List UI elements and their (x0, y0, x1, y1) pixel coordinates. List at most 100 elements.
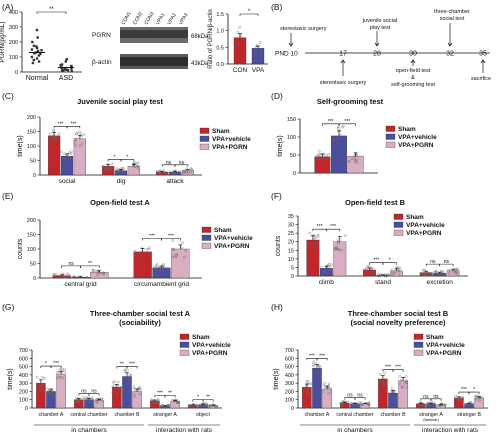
data-point (116, 171, 119, 175)
data-point (307, 392, 311, 396)
legend-swatch (393, 229, 404, 236)
legend-label: VPA+PGRN (192, 350, 228, 357)
significance-label: ns (91, 389, 97, 395)
data-point (425, 272, 429, 276)
data-point (347, 160, 350, 163)
data-point (60, 150, 64, 154)
data-point (79, 276, 82, 279)
significance-label: *** (58, 121, 64, 127)
data-point (318, 374, 321, 378)
data-point (95, 401, 99, 404)
blot-row-label-pgrn: PGRN (92, 32, 111, 39)
data-point (322, 390, 325, 393)
data-point (391, 272, 394, 276)
data-point (35, 375, 39, 379)
timeline-day: 35 (479, 51, 487, 58)
data-point (145, 251, 148, 254)
legend-swatch (179, 333, 190, 340)
data-point (439, 272, 442, 276)
data-point (133, 253, 136, 257)
legend-label: VPA+vehicle (426, 342, 465, 349)
data-point (162, 172, 166, 175)
y-axis-label: time(s) (273, 368, 280, 389)
data-point (394, 396, 398, 400)
significance-bracket (439, 263, 454, 267)
data-point (323, 269, 326, 273)
data-point (337, 125, 340, 129)
significance-bracket (164, 395, 176, 398)
significance-label: ns (430, 259, 436, 265)
data-point (466, 403, 469, 407)
data-point (258, 41, 262, 44)
data-point (75, 132, 79, 135)
significance-label: *** (330, 224, 336, 230)
data-point (70, 67, 73, 70)
data-point (353, 157, 356, 160)
data-point (123, 369, 127, 373)
legend-label: VPA+vehicle (214, 235, 253, 242)
data-point (112, 381, 115, 384)
data-point (62, 69, 65, 72)
data-point (86, 396, 90, 400)
data-point (73, 140, 77, 144)
data-point (110, 162, 114, 166)
timeline-event: open-field test (396, 68, 431, 74)
data-point (33, 52, 36, 55)
data-point (319, 266, 323, 269)
x-tick-label: central chamber (70, 412, 107, 418)
data-point (132, 385, 136, 388)
data-point (454, 268, 458, 271)
data-point (171, 170, 175, 174)
bar (122, 376, 132, 409)
data-point (254, 53, 258, 56)
y-tick-label: 5 (291, 265, 294, 271)
data-point (75, 396, 78, 400)
x-tick-label: chamber B (114, 412, 140, 418)
data-point (85, 275, 89, 279)
data-point (237, 42, 240, 46)
data-point (343, 400, 346, 404)
y-tick-label: 35 (288, 214, 294, 220)
data-point (96, 273, 99, 277)
data-point (111, 385, 115, 389)
data-point (39, 388, 42, 391)
data-point (61, 368, 64, 372)
chart-title: Juvenile social play test (77, 97, 163, 106)
data-point (120, 169, 123, 173)
data-point (67, 155, 71, 159)
data-point (121, 382, 125, 386)
data-point (328, 264, 332, 268)
timeline-event: play test (370, 25, 391, 31)
bar (306, 239, 320, 277)
data-point (372, 271, 376, 275)
data-point (63, 275, 66, 279)
significance-label: ns (347, 393, 353, 399)
data-point (455, 271, 459, 275)
bar (333, 241, 347, 277)
legend-swatch (201, 226, 212, 233)
data-point (458, 397, 461, 401)
data-point (443, 403, 447, 407)
data-point (84, 400, 88, 404)
data-point (416, 403, 419, 406)
bar (398, 380, 408, 409)
significance-bracket (326, 228, 341, 232)
data-point (468, 403, 472, 407)
chart-title: Open-field test B (345, 198, 406, 207)
data-point (339, 134, 342, 137)
significance-label: ns (444, 259, 450, 265)
significance-bracket (468, 391, 480, 395)
bar (331, 135, 347, 174)
y-tick-label: 200 (27, 218, 36, 224)
data-point (433, 270, 436, 274)
bar (152, 267, 171, 279)
data-point (171, 247, 175, 251)
data-point (359, 401, 363, 405)
data-point (90, 396, 94, 399)
blot-lane-labels: CON1 CON2 CON3 VPA1 VPA2 VPA3 (121, 11, 190, 26)
significance-label: *** (328, 119, 334, 125)
legend-label: Sham (212, 128, 230, 135)
legend-swatch (201, 234, 212, 241)
y-tick-label: 200 (285, 389, 294, 395)
